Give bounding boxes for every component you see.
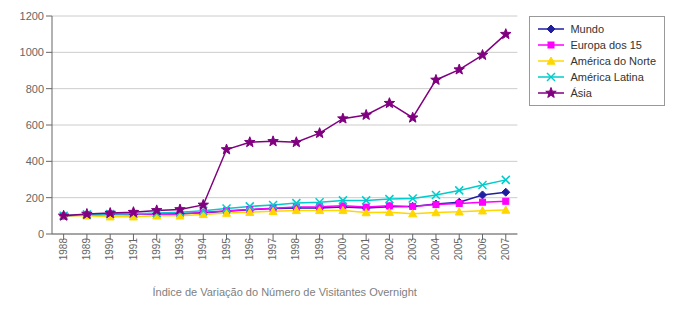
svg-text:1200: 1200 (20, 10, 44, 22)
svg-text:2002: 2002 (384, 238, 395, 261)
svg-text:1996: 1996 (244, 238, 255, 261)
svg-text:1000: 1000 (20, 46, 44, 58)
svg-text:1998: 1998 (290, 238, 301, 261)
svg-text:1994: 1994 (197, 238, 208, 261)
svg-text:1993: 1993 (174, 238, 185, 261)
svg-text:0: 0 (38, 228, 44, 240)
svg-text:2000: 2000 (337, 238, 348, 261)
svg-text:2007: 2007 (500, 238, 511, 261)
svg-text:2003: 2003 (407, 238, 418, 261)
svg-text:1997: 1997 (267, 238, 278, 261)
svg-text:1991: 1991 (128, 238, 139, 261)
svg-text:1995: 1995 (221, 238, 232, 261)
html-text:América do Norte: América do Norte (570, 55, 656, 67)
svg-text:800: 800 (26, 83, 44, 95)
svg-text:200: 200 (26, 192, 44, 204)
svg-text:400: 400 (26, 155, 44, 167)
svg-text:Índice de Variação do Número d: Índice de Variação do Número de Visitant… (153, 286, 417, 298)
svg-text:1990: 1990 (104, 238, 115, 261)
svg-text:1988: 1988 (58, 238, 69, 261)
svg-text:1989: 1989 (81, 238, 92, 261)
html-text:América Latina: América Latina (570, 71, 644, 83)
svg-text:2005: 2005 (453, 238, 464, 261)
svg-text:2001: 2001 (360, 238, 371, 261)
html-text:Europa dos 15: Europa dos 15 (570, 39, 642, 51)
svg-text:1992: 1992 (151, 238, 162, 261)
html-text:Mundo: Mundo (570, 23, 604, 35)
html-text:Ásia: Ásia (570, 87, 592, 99)
svg-text:600: 600 (26, 119, 44, 131)
svg-text:2006: 2006 (477, 238, 488, 261)
svg-text:1999: 1999 (314, 238, 325, 261)
svg-text:2004: 2004 (430, 238, 441, 261)
